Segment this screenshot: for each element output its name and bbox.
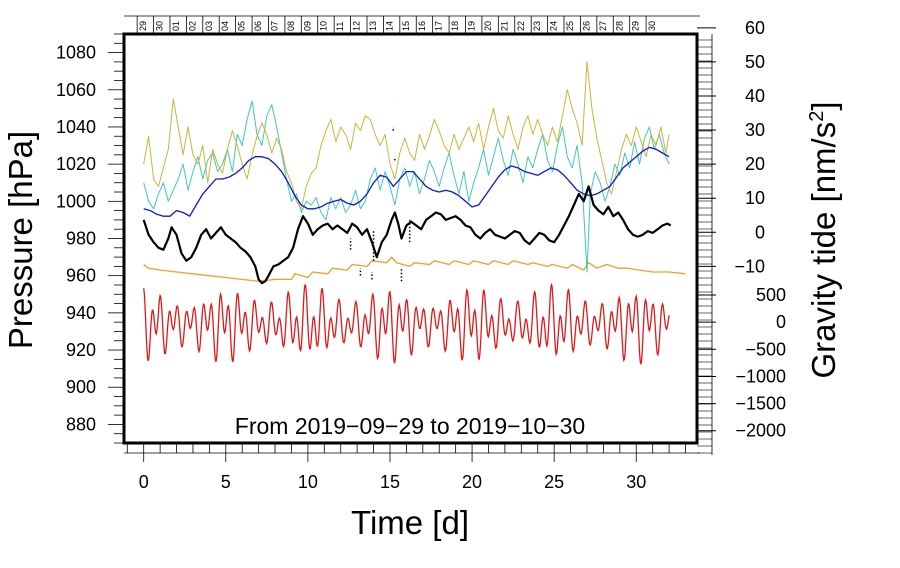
date-tick-label: 13 xyxy=(368,21,378,31)
left-axis: 880 900 920 940 960 980 1000 1020 1040 1060 1080 xyxy=(56,33,124,444)
y-left-tick-label: 1060 xyxy=(56,80,96,100)
x-axis-title: Time [d] xyxy=(351,504,469,541)
date-tick-label: 23 xyxy=(532,21,542,31)
date-tick-label: 22 xyxy=(516,21,526,31)
y-right-tick-label: 50 xyxy=(745,52,765,72)
date-tick-label: 10 xyxy=(319,21,329,31)
series-tide xyxy=(143,282,670,365)
y-right-tick-label: 30 xyxy=(745,120,765,140)
y-left-tick-label: 1000 xyxy=(56,191,96,211)
x-tick-label: 0 xyxy=(139,472,149,492)
x-tick-label: 5 xyxy=(221,472,231,492)
date-tick-label: 30 xyxy=(155,21,165,31)
date-tick-label: 07 xyxy=(269,21,279,31)
date-range-annotation: From 2019−09−29 to 2019−10−30 xyxy=(235,413,585,439)
y-axis-right-title-base: Gravity tide [nm/s xyxy=(805,122,842,379)
y-axis-right-title-end: ] xyxy=(805,101,842,110)
series-gravity_b xyxy=(143,100,670,273)
x-tick-label: 20 xyxy=(462,472,482,492)
y-right-tick-label: 0 xyxy=(755,222,765,242)
y-right-tick-label: −10 xyxy=(734,256,765,276)
date-tick-label: 05 xyxy=(237,21,247,31)
date-tick-label: 02 xyxy=(187,21,197,31)
x-tick-label: 25 xyxy=(544,472,564,492)
y-left-tick-label: 900 xyxy=(66,377,96,397)
series-temperature xyxy=(143,146,670,217)
y-left-tick-label: 980 xyxy=(66,229,96,249)
y-axis-right-title-sup: 2 xyxy=(806,111,828,122)
y-right-tick-label: −1500 xyxy=(735,394,786,414)
date-tick-label: 12 xyxy=(352,21,362,31)
y-right-tick-label: 60 xyxy=(745,18,765,38)
date-tick-label: 21 xyxy=(499,21,509,31)
date-tick-label: 01 xyxy=(171,21,181,31)
y-right-tick-label: −2000 xyxy=(735,421,786,441)
x-tick-label: 15 xyxy=(380,472,400,492)
y-right-tick-label: 40 xyxy=(745,86,765,106)
date-tick-label: 27 xyxy=(598,21,608,31)
y-left-tick-label: 1080 xyxy=(56,43,96,63)
date-tick-label: 06 xyxy=(253,21,263,31)
y-right-tick-label: 20 xyxy=(745,154,765,174)
y-left-tick-label: 1020 xyxy=(56,154,96,174)
y-axis-left-title: Pressure [hPa] xyxy=(2,131,39,349)
date-tick-label: 30 xyxy=(647,21,657,31)
date-tick-label: 19 xyxy=(467,21,477,31)
series-pressure xyxy=(142,185,672,285)
x-tick-label: 30 xyxy=(626,472,646,492)
series-orange_residual xyxy=(143,256,686,282)
y-left-tick-label: 920 xyxy=(66,340,96,360)
plot-frame xyxy=(122,32,699,445)
date-tick-label: 04 xyxy=(220,21,230,31)
date-tick-label: 28 xyxy=(614,21,624,31)
date-tick-label: 08 xyxy=(286,21,296,31)
date-tick-label: 18 xyxy=(450,21,460,31)
x-tick-label: 10 xyxy=(298,472,318,492)
y-right-tick-label: 0 xyxy=(776,312,786,332)
y-left-tick-label: 960 xyxy=(66,266,96,286)
right-axis: −10 0 10 20 30 40 50 60 −2000 −1500 −1000 −500 0 500 xyxy=(697,18,786,455)
y-axis-right-title: Gravity tide [nm/s2] xyxy=(805,101,842,378)
date-tick-label: 16 xyxy=(417,21,427,31)
plot-series xyxy=(142,61,686,365)
y-left-tick-label: 940 xyxy=(66,303,96,323)
date-tick-label: 25 xyxy=(565,21,575,31)
y-right-tick-label: −500 xyxy=(745,339,786,359)
y-right-tick-label: 500 xyxy=(756,285,786,305)
date-tick-label: 03 xyxy=(204,21,214,31)
date-axis: 29 30 01 02 03 04 05 06 07 08 09 10 11 12 13 14 15 16 17 18… xyxy=(124,15,700,34)
y-left-tick-label: 1040 xyxy=(56,117,96,137)
date-tick-label: 11 xyxy=(335,22,345,31)
y-right-tick-label: −1000 xyxy=(735,366,786,386)
date-tick-label: 17 xyxy=(434,21,444,31)
date-tick-label: 24 xyxy=(549,21,559,31)
date-tick-label: 26 xyxy=(581,21,591,31)
date-tick-label: 29 xyxy=(631,21,641,31)
series-gravity_a xyxy=(143,61,670,210)
date-tick-label: 15 xyxy=(401,21,411,31)
date-tick-label: 14 xyxy=(384,21,394,31)
y-left-tick-label: 880 xyxy=(66,414,96,434)
date-tick-label: 29 xyxy=(138,21,148,31)
bottom-axis: 0 5 10 15 20 25 30 xyxy=(124,443,700,492)
date-tick-label: 20 xyxy=(483,21,493,31)
date-tick-label: 09 xyxy=(302,21,312,31)
y-right-tick-label: 10 xyxy=(745,188,765,208)
